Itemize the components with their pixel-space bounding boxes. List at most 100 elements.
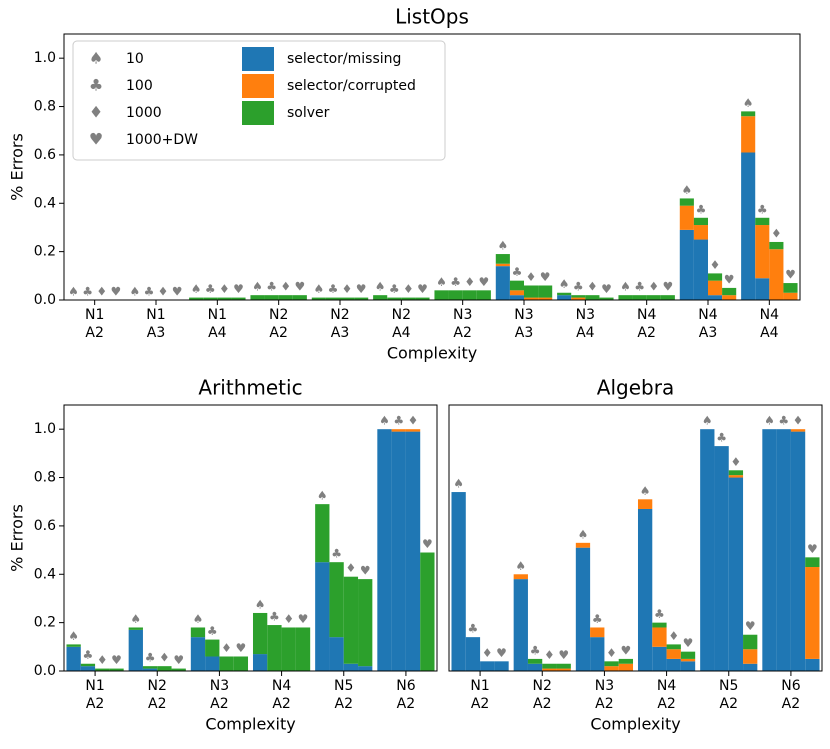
bar-marker: ♥ [173, 653, 184, 667]
bar-segment [142, 666, 158, 669]
bar-marker: ♥ [422, 537, 433, 551]
bar-segment [679, 229, 694, 300]
x-tick-label: A2 [637, 325, 655, 341]
bar-segment [714, 446, 729, 671]
bar-marker: ♦ [482, 646, 493, 660]
bar-segment [448, 290, 463, 300]
bar-segment [769, 249, 784, 300]
bar-segment [741, 116, 756, 153]
legend-swatch [242, 101, 274, 125]
bar-segment [637, 499, 653, 509]
bar-segment [632, 295, 647, 300]
bar-segment [343, 663, 359, 671]
bar-marker: ♦ [97, 653, 108, 667]
bar-segment [524, 297, 539, 300]
x-tick-label: A4 [576, 325, 595, 341]
bar-segment [708, 273, 723, 281]
axes-frame [448, 404, 823, 672]
bar-marker: ♣ [145, 651, 156, 665]
bar-marker: ♠ [317, 489, 328, 503]
bar-segment [783, 292, 798, 300]
x-tick-label: N1 [85, 307, 104, 323]
bar-segment [190, 637, 206, 671]
bar-segment [728, 470, 744, 476]
bar-marker: ♥ [540, 270, 551, 284]
bar-segment [557, 292, 572, 296]
bar-marker: ♦ [668, 629, 679, 643]
bar-segment [495, 263, 510, 267]
x-tick-label: A4 [760, 325, 779, 341]
bar-segment [679, 198, 694, 206]
bar-segment [646, 295, 661, 300]
bar-marker: ♥ [683, 636, 694, 650]
bar-marker: ♠ [313, 282, 324, 296]
bar-segment [495, 266, 510, 300]
bar-segment [495, 254, 510, 264]
bar-segment [205, 656, 220, 671]
y-tick-label: 0.8 [34, 99, 56, 115]
bar-segment [465, 637, 481, 671]
bar-segment [538, 285, 553, 298]
bar-segment [557, 295, 572, 300]
bar-segment [527, 663, 543, 671]
x-axis-label: Complexity [590, 715, 680, 734]
bar-marker: ♥ [601, 282, 612, 296]
y-tick-label: 1.0 [34, 421, 56, 437]
bar-segment [415, 297, 430, 300]
bar-marker: ♠ [681, 183, 692, 197]
bar-segment [325, 297, 340, 300]
bar-marker: ♥ [724, 272, 735, 286]
bar-segment [693, 225, 708, 240]
bar-segment [599, 297, 614, 300]
bar-segment [680, 658, 696, 662]
bar-marker: ♥ [478, 275, 489, 289]
bar-marker: ♣ [696, 202, 707, 216]
bar-segment [590, 637, 605, 671]
bar-segment [524, 285, 539, 298]
bar-segment [476, 290, 491, 300]
bar-segment [618, 663, 634, 671]
legend-label: selector/missing [287, 51, 401, 67]
y-tick-label: 0.6 [34, 147, 56, 163]
bar-marker: ♣ [573, 280, 584, 294]
bar-marker: ♣ [207, 624, 218, 638]
bar-segment [292, 295, 307, 300]
bar-segment [538, 297, 553, 300]
bar-segment [755, 217, 770, 226]
bar-marker: ♥ [356, 282, 367, 296]
chart-title: Algebra [597, 376, 674, 400]
bar-segment [387, 297, 402, 300]
bar-marker: ♦ [219, 282, 230, 296]
x-tick-label: N2 [533, 678, 552, 694]
bar-marker: ♠ [640, 484, 651, 498]
legend-marker: ♠ [89, 49, 103, 68]
x-tick-label: A2 [269, 325, 287, 341]
x-tick-label: N4 [272, 678, 291, 694]
bar-segment [679, 205, 694, 230]
bar-marker: ♥ [620, 643, 631, 657]
x-axis-label: Complexity [205, 715, 295, 734]
bar-segment [585, 295, 600, 300]
bar-marker: ♠ [68, 285, 79, 299]
bar-segment [95, 668, 110, 671]
bar-marker: ♠ [379, 414, 390, 428]
bar-segment [604, 666, 619, 671]
x-tick-label: A3 [699, 325, 717, 341]
bar-marker: ♦ [221, 641, 232, 655]
bar-marker: ♠ [191, 282, 202, 296]
bar-segment [189, 297, 204, 300]
bar-marker: ♠ [764, 414, 775, 428]
chart-title: ListOps [395, 5, 469, 29]
bar-marker: ♥ [807, 542, 818, 556]
legend-label: 100 [126, 78, 153, 94]
x-tick-label: A2 [272, 696, 290, 712]
bar-segment [128, 629, 143, 671]
bar-segment [329, 637, 344, 671]
bar-segment [405, 429, 421, 432]
bar-segment [618, 658, 634, 664]
legend-label: 10 [126, 51, 144, 67]
x-tick-label: N2 [148, 678, 167, 694]
bar-marker: ♣ [716, 431, 727, 445]
bar-marker: ♥ [785, 268, 796, 282]
